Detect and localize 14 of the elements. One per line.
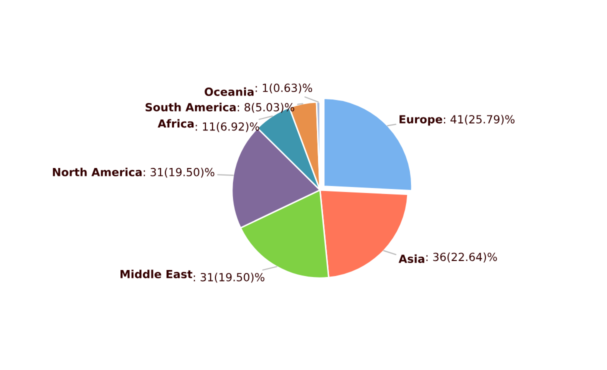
slice-label: Middle East bbox=[120, 270, 192, 278]
data-label: : 31(19.50)% bbox=[144, 168, 214, 178]
data-label: : 8(5.03)% bbox=[238, 102, 294, 113]
slice-label: South America bbox=[146, 102, 236, 112]
data-label: : 36(22.64)% bbox=[426, 252, 497, 262]
slice-label: Asia bbox=[398, 254, 424, 263]
slice-label: Europe bbox=[400, 115, 442, 126]
slice-label: Africa bbox=[158, 119, 194, 128]
data-label: : 11(6.92)% bbox=[196, 122, 260, 132]
data-label: : 41(25.79)% bbox=[444, 114, 515, 125]
slice-label: North America bbox=[52, 168, 142, 176]
data-label: : 1(0.63)% bbox=[256, 83, 312, 94]
data-label: : 31(19.50)% bbox=[194, 272, 264, 283]
slice-label: Oceania bbox=[204, 87, 254, 96]
